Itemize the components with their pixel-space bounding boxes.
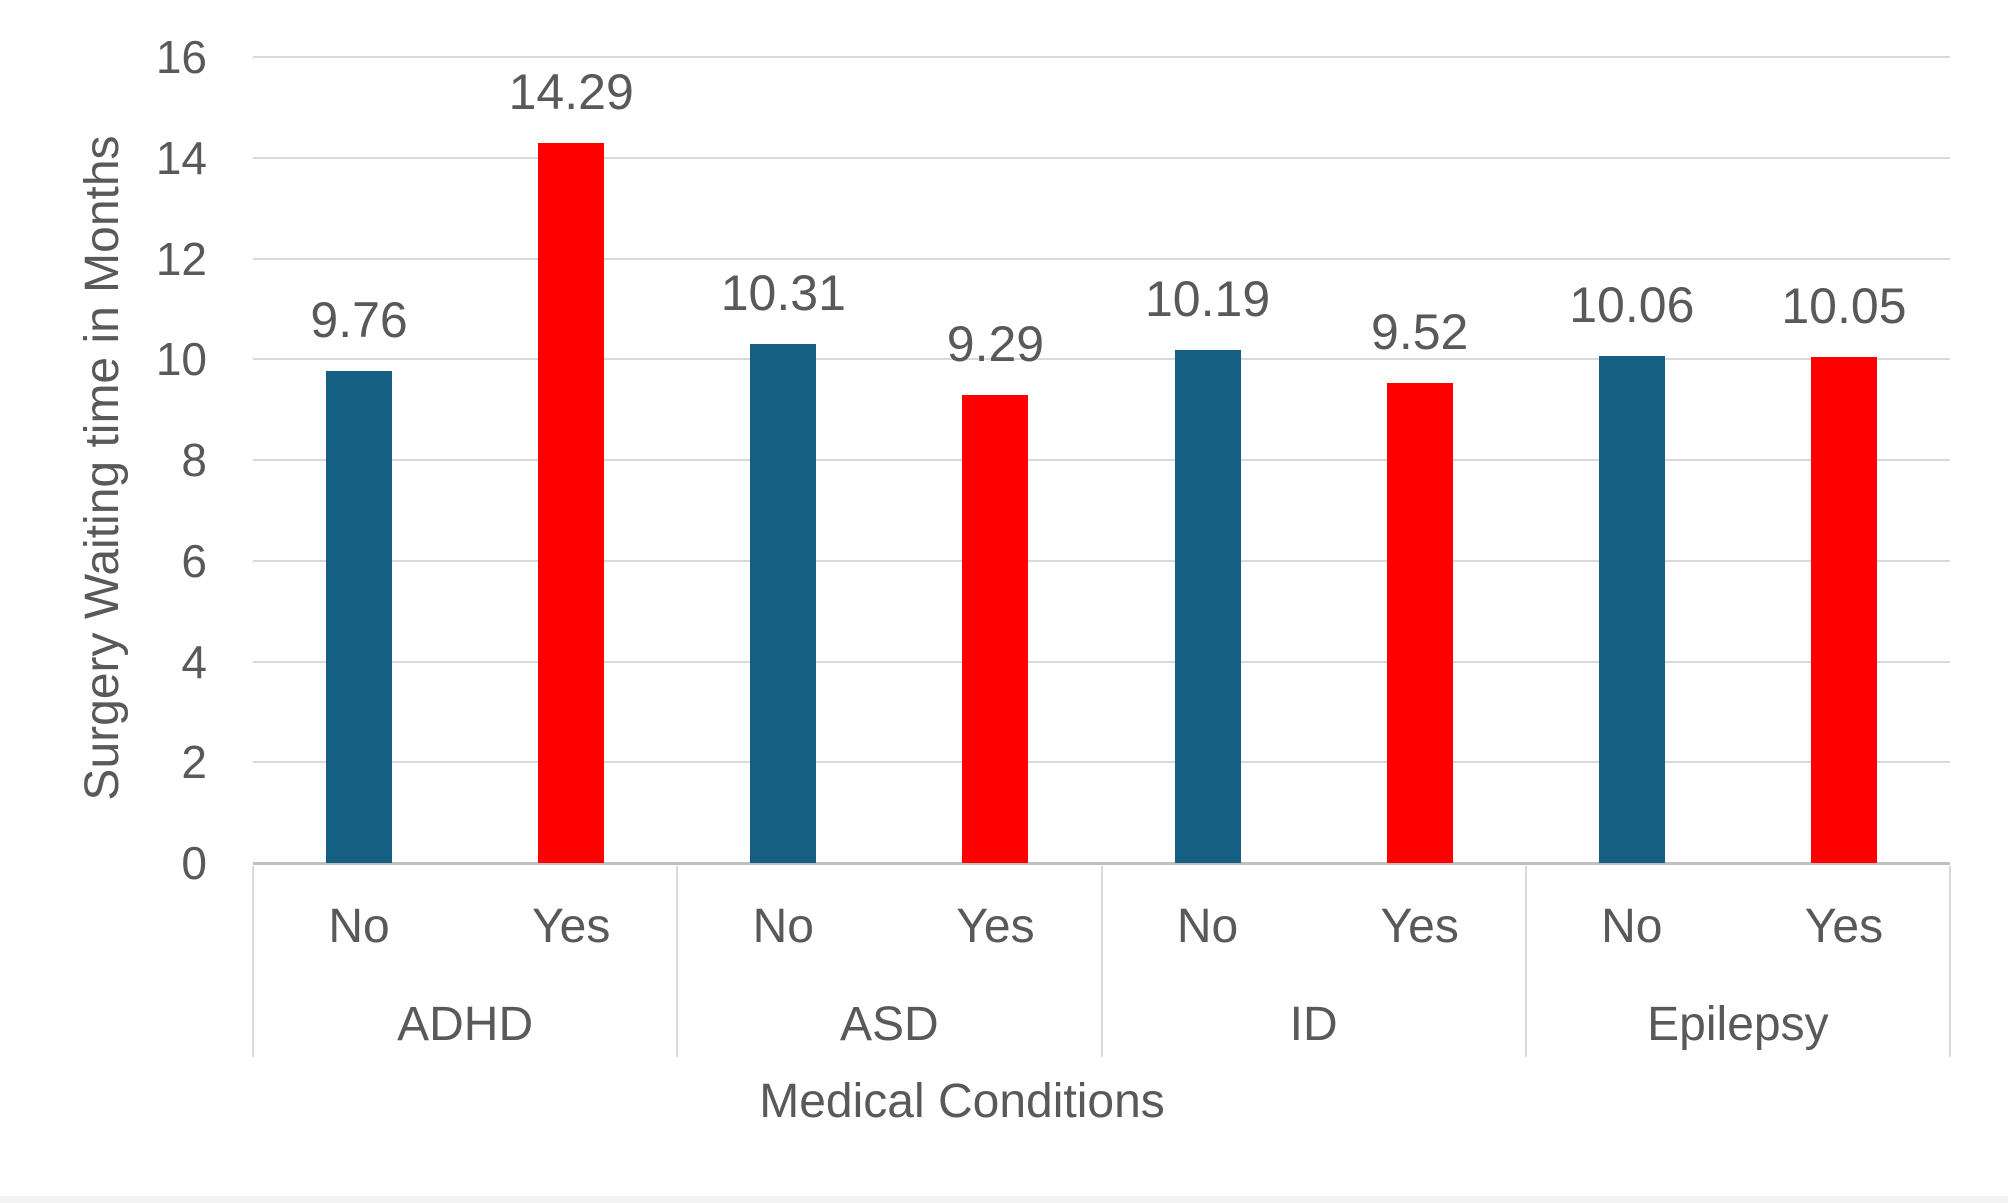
category-divider-3 xyxy=(1524,866,1527,1057)
bar-id-no xyxy=(1174,349,1241,863)
y-tick-label-10: 10 xyxy=(155,333,207,386)
bar-label-epilepsy-yes: 10.05 xyxy=(1781,277,1907,334)
x-label-id-yes: Yes xyxy=(1380,900,1459,953)
group-label-adhd: ADHD xyxy=(397,998,534,1051)
category-divider-2 xyxy=(1100,866,1103,1057)
x-label-epilepsy-yes: Yes xyxy=(1804,900,1884,953)
gridline-6 xyxy=(253,559,1950,562)
gridline-14 xyxy=(253,156,1950,159)
gridline-8 xyxy=(253,459,1950,461)
bottom-edge-strip xyxy=(0,1196,2008,1203)
bar-asd-no xyxy=(750,343,817,863)
x-axis-title: Medical Conditions xyxy=(759,1075,1165,1128)
y-tick-label-8: 8 xyxy=(181,434,207,486)
bar-label-asd-no: 10.31 xyxy=(720,264,846,321)
x-label-adhd-no: No xyxy=(328,900,390,953)
bar-label-asd-yes: 9.29 xyxy=(946,316,1045,373)
y-tick-label-16: 16 xyxy=(155,31,207,83)
group-label-id: ID xyxy=(1289,998,1338,1051)
bar-label-adhd-no: 9.76 xyxy=(310,292,408,349)
x-label-asd-yes: Yes xyxy=(956,900,1035,953)
category-divider-1 xyxy=(676,866,679,1057)
y-tick-label-14: 14 xyxy=(155,131,207,184)
bar-asd-yes xyxy=(962,395,1029,863)
category-divider-4 xyxy=(1949,866,1951,1057)
x-label-id-no: No xyxy=(1176,900,1239,953)
y-tick-label-4: 4 xyxy=(181,635,207,688)
x-label-epilepsy-no: No xyxy=(1601,900,1663,953)
gridline-10 xyxy=(253,358,1950,361)
bar-id-yes xyxy=(1386,383,1453,863)
bar-adhd-yes xyxy=(538,143,605,863)
gridline-12 xyxy=(253,257,1950,260)
bar-label-id-yes: 9.52 xyxy=(1371,304,1469,361)
bar-epilepsy-no xyxy=(1598,356,1665,863)
gridline-4 xyxy=(253,660,1950,663)
y-tick-label-2: 2 xyxy=(181,736,207,789)
group-label-epilepsy: Epilepsy xyxy=(1647,998,1829,1051)
category-divider-0 xyxy=(252,866,254,1057)
y-tick-label-12: 12 xyxy=(155,232,207,285)
y-tick-label-6: 6 xyxy=(181,534,207,587)
bar-label-adhd-yes: 14.29 xyxy=(508,64,634,121)
bar-epilepsy-yes xyxy=(1810,356,1877,863)
y-tick-label-0: 0 xyxy=(181,837,207,889)
group-label-asd: ASD xyxy=(840,998,939,1051)
x-label-asd-no: No xyxy=(752,900,814,953)
gridline-2 xyxy=(253,761,1950,764)
gridline-16 xyxy=(253,56,1950,58)
bar-label-epilepsy-no: 10.06 xyxy=(1569,277,1695,334)
x-label-adhd-yes: Yes xyxy=(532,900,611,953)
bar-label-id-no: 10.19 xyxy=(1145,270,1271,327)
bar-adhd-no xyxy=(326,371,393,863)
x-axis-line xyxy=(253,862,1950,865)
